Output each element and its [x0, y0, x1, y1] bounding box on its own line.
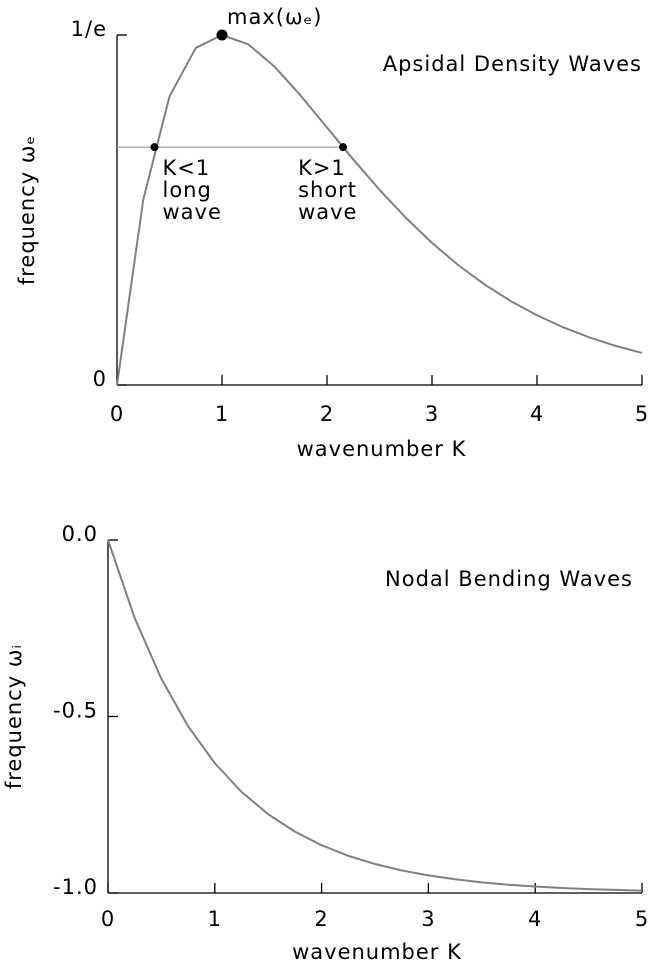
chart-title: Apsidal Density Waves [383, 52, 642, 76]
y-tick-label: -0.5 [53, 699, 98, 723]
x-tick-label: 3 [421, 907, 435, 931]
x-tick-label: 4 [528, 907, 542, 931]
y-tick-label: 0.0 [62, 522, 98, 546]
x-tick-label: 5 [635, 907, 649, 931]
x-tick-label: 0 [110, 402, 124, 426]
x-tick-label: 1 [215, 402, 229, 426]
curve [107, 539, 643, 892]
x-tick-label: 3 [425, 402, 439, 426]
curve [116, 34, 643, 386]
x-tick-label: 4 [530, 402, 544, 426]
y-tick-label: 1/e [71, 17, 107, 41]
annotation: max(ωₑ) [227, 5, 322, 29]
x-axis-label: wavenumber K [297, 437, 467, 461]
x-tick-label: 1 [208, 907, 222, 931]
annotation: K>1 [298, 156, 346, 180]
y-tick-label: 0 [93, 367, 107, 391]
x-tick-label: 2 [314, 907, 328, 931]
annotation: K<1 [162, 156, 210, 180]
point [216, 29, 228, 41]
annotation: wave [298, 200, 357, 224]
point [339, 143, 348, 152]
x-tick-label: 2 [320, 402, 334, 426]
annotation: wave [162, 200, 221, 224]
y-axis-label: frequency ωₑ [15, 135, 39, 285]
point [150, 143, 159, 152]
y-tick-label: -1.0 [53, 875, 98, 899]
x-tick-label: 0 [101, 907, 115, 931]
x-axis-label: wavenumber K [292, 940, 462, 964]
annotation: short [298, 178, 357, 202]
x-tick-label: 5 [635, 402, 649, 426]
chart-title: Nodal Bending Waves [385, 567, 633, 591]
y-axis-label: frequency ωᵢ [2, 644, 26, 789]
annotation: long [162, 178, 211, 202]
